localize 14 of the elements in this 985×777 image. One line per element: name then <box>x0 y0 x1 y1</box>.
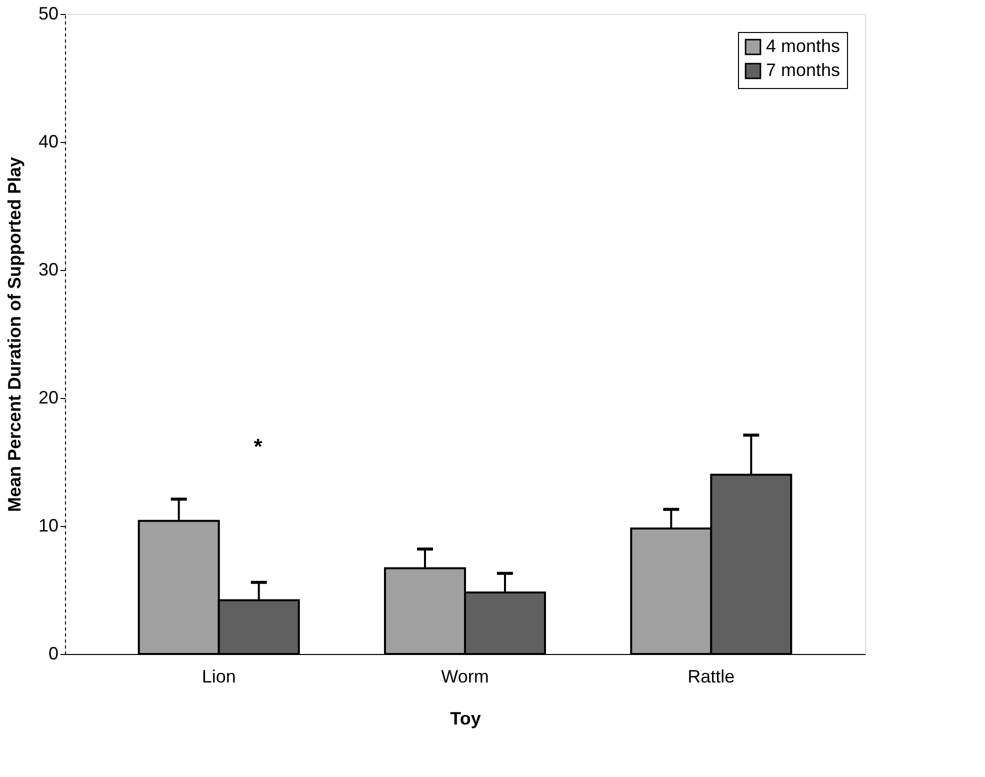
y-tick-label: 20 <box>38 388 58 408</box>
annotation: * <box>254 434 263 459</box>
y-tick-label: 10 <box>38 516 58 536</box>
x-tick-label: Rattle <box>688 666 735 686</box>
legend-label: 7 months <box>766 60 840 80</box>
x-tick-label: Lion <box>202 666 236 686</box>
y-tick-label: 40 <box>38 132 58 152</box>
x-axis-title: Toy <box>450 708 481 728</box>
legend-label: 4 months <box>766 36 840 56</box>
x-tick-label: Worm <box>441 666 489 686</box>
y-tick-label: 0 <box>48 644 58 664</box>
y-tick-label: 30 <box>38 260 58 280</box>
y-tick-label: 50 <box>38 4 58 24</box>
y-axis-title: Mean Percent Duration of Supported Play <box>4 156 24 512</box>
